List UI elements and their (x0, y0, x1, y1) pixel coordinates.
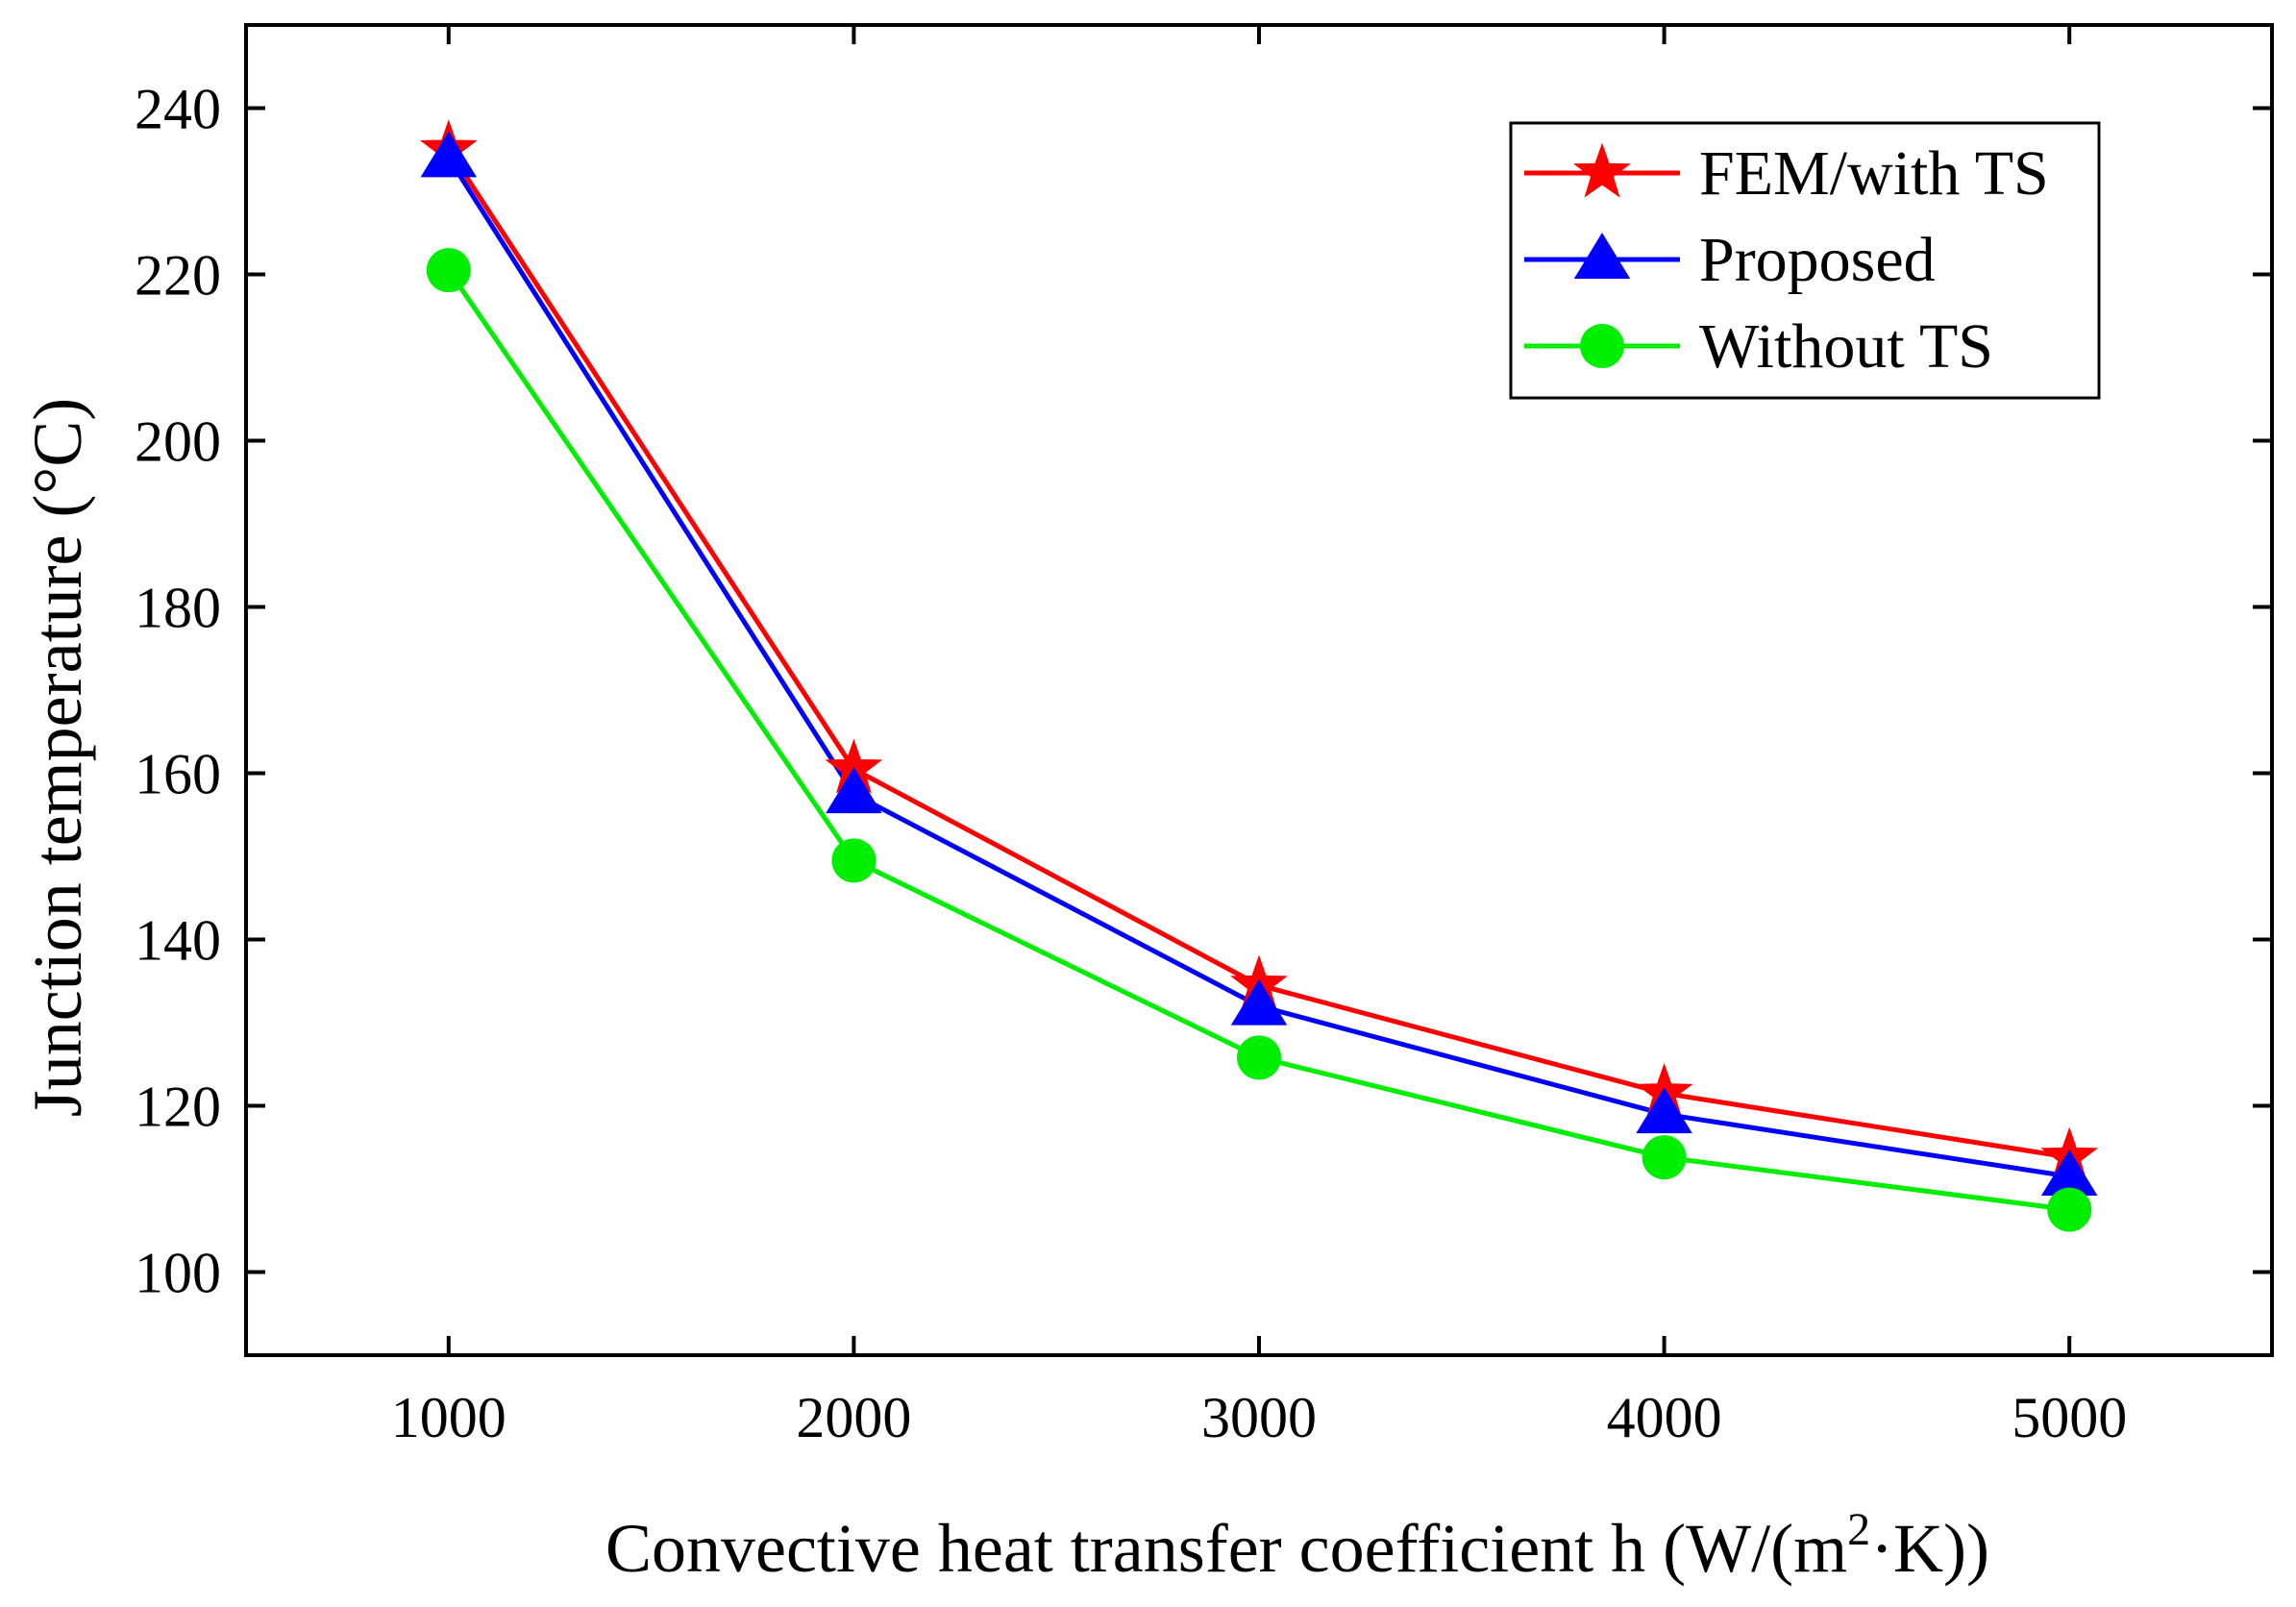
y-tick-label: 140 (135, 909, 221, 973)
data-point-2-3 (1642, 1135, 1687, 1180)
data-point-1-0 (420, 131, 478, 178)
y-tick-label: 100 (135, 1242, 221, 1305)
x-tick-label: 1000 (391, 1386, 506, 1449)
y-tick-label: 160 (135, 743, 221, 806)
x-axis-title-superscript: 2 (1847, 1504, 1870, 1555)
legend: FEM/with TS Proposed Without TS (1509, 121, 2101, 400)
y-tick-label: 240 (135, 78, 221, 141)
data-point-2-0 (426, 248, 471, 293)
data-point-2-4 (2047, 1187, 2092, 1232)
x-axis: 1000 2000 3000 4000 5000 (391, 25, 2127, 1449)
x-tick-label: 4000 (1607, 1386, 1722, 1449)
legend-marker-2 (1580, 324, 1624, 368)
legend-marker-1 (1573, 233, 1631, 279)
x-tick-label: 3000 (1201, 1386, 1317, 1449)
data-point-2-1 (831, 838, 876, 883)
y-tick-label: 120 (135, 1075, 221, 1139)
legend-label-0: FEM/with TS (1699, 138, 2049, 209)
x-axis-title-unit: ·K)) (1870, 1510, 1989, 1587)
y-tick-label: 180 (135, 577, 221, 640)
data-point-1-1 (826, 767, 882, 814)
legend-label-2: Without TS (1699, 311, 1993, 382)
data-point-1-3 (1636, 1087, 1692, 1134)
series-layer (419, 119, 2099, 1232)
data-point-1-2 (1230, 978, 1288, 1026)
y-tick-label: 200 (135, 410, 221, 474)
y-axis-title: Junction temperature (°C) (19, 398, 96, 1118)
x-tick-label: 5000 (2012, 1386, 2127, 1449)
x-axis-title: Convective heat transfer coefficient h (… (605, 1504, 1989, 1587)
legend-label-1: Proposed (1699, 225, 1936, 295)
x-axis-title-main: Convective heat transfer coefficient h (… (605, 1510, 1847, 1587)
y-tick-label: 220 (135, 244, 221, 308)
y-axis: 100 120 140 160 180 200 220 240 (135, 78, 2272, 1305)
data-point-2-2 (1237, 1035, 1281, 1080)
legend-marker-0 (1573, 142, 1631, 198)
x-tick-label: 2000 (796, 1386, 911, 1449)
